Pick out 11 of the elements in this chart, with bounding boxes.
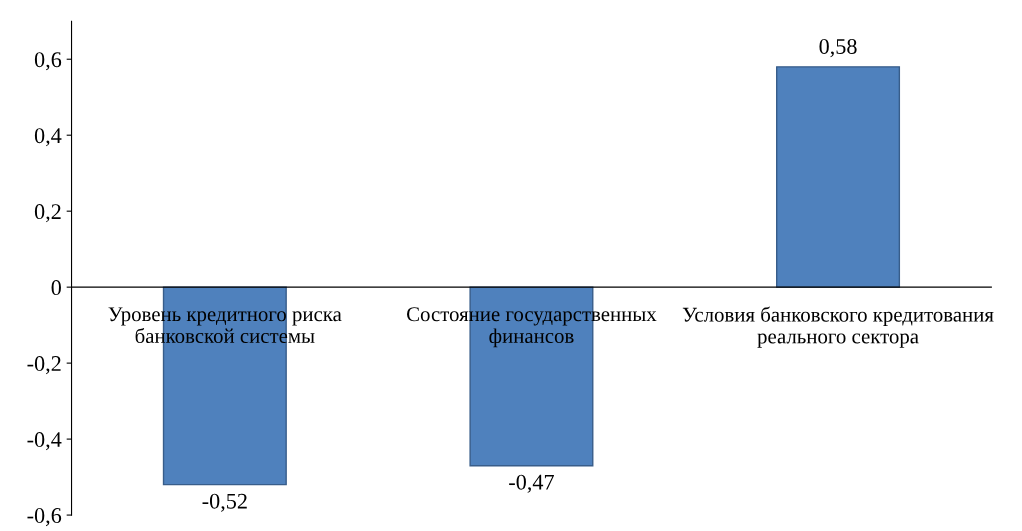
data-label: 0,58 bbox=[819, 38, 857, 58]
data-label: -0,47 bbox=[509, 474, 554, 493]
y-tick-label: -0,2 bbox=[27, 356, 61, 375]
y-tick-label: 0,6 bbox=[34, 52, 62, 71]
y-tick-label: -0,4 bbox=[27, 432, 62, 451]
y-tick-label: 0 bbox=[51, 280, 61, 296]
x-tick-label: Условия банковского кредитования реального сектора bbox=[682, 306, 994, 348]
y-tick-label: 0,2 bbox=[34, 204, 61, 223]
y-tick-label: 0,4 bbox=[34, 128, 62, 147]
y-tick-label: -0,6 bbox=[27, 508, 62, 527]
data-label: -0,52 bbox=[202, 493, 247, 512]
